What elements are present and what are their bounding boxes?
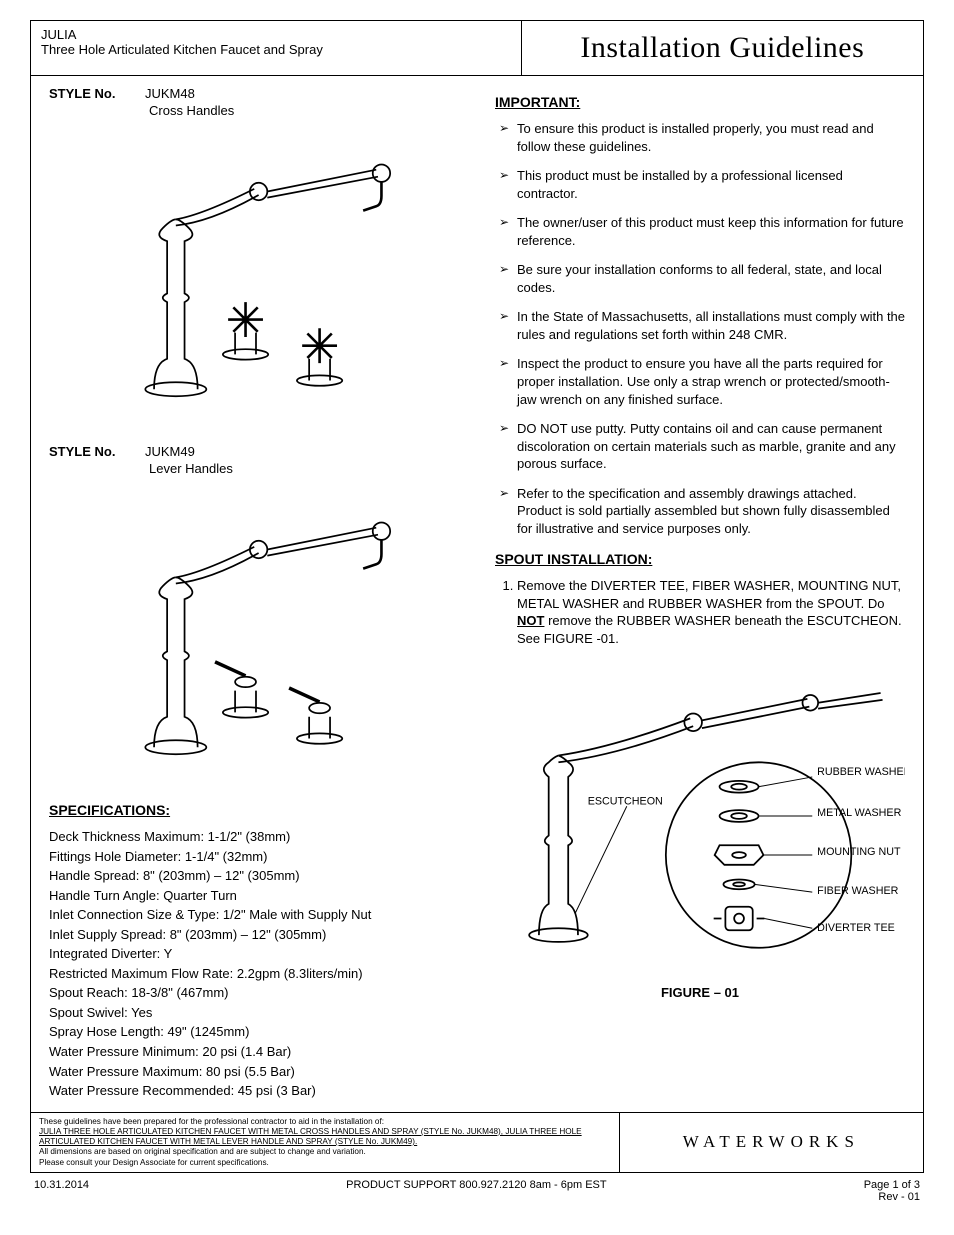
label-rubber-washer: RUBBER WASHER [817,766,905,778]
revision: Rev - 01 [864,1191,920,1203]
label-metal-washer: METAL WASHER [817,807,901,819]
document-frame: JULIA Three Hole Articulated Kitchen Fau… [30,20,924,1173]
style-label: STYLE No. [49,86,129,101]
spec-item: Handle Spread: 8" (203mm) – 12" (305mm) [49,867,459,885]
step-text: remove the RUBBER WASHER beneath the ESC… [517,613,902,646]
figure-01: ESCUTCHEON RUBBER WASHER METAL WASHER MO… [495,656,905,1000]
spec-item: Water Pressure Minimum: 20 psi (1.4 Bar) [49,1043,459,1061]
style-code: JUKM49 [145,444,195,459]
specifications-list: Deck Thickness Maximum: 1-1/2" (38mm) Fi… [49,828,459,1100]
support-info: PRODUCT SUPPORT 800.927.2120 8am - 6pm E… [346,1179,606,1203]
style-desc: Lever Handles [149,461,459,476]
important-item: To ensure this product is installed prop… [495,120,905,155]
body: STYLE No. JUKM48 Cross Handles [31,76,923,1112]
important-title: IMPORTANT: [495,94,905,110]
spec-item: Deck Thickness Maximum: 1-1/2" (38mm) [49,828,459,846]
spec-item: Inlet Supply Spread: 8" (203mm) – 12" (3… [49,926,459,944]
style-row: STYLE No. JUKM48 [49,86,459,101]
label-fiber-washer: FIBER WASHER [817,885,898,897]
important-item: This product must be installed by a prof… [495,167,905,202]
spec-item: Spout Reach: 18-3/8" (467mm) [49,984,459,1002]
spec-item: Restricted Maximum Flow Rate: 2.2gpm (8.… [49,965,459,983]
brand-logo: WATERWORKS [620,1113,923,1172]
style-row: STYLE No. JUKM49 [49,444,459,459]
spec-item: Water Pressure Recommended: 45 psi (3 Ba… [49,1082,459,1100]
label-mounting-nut: MOUNTING NUT [817,846,901,858]
doc-date: 10.31.2014 [34,1179,89,1203]
header: JULIA Three Hole Articulated Kitchen Fau… [31,21,923,76]
important-item: DO NOT use putty. Putty contains oil and… [495,420,905,473]
product-desc: Three Hole Articulated Kitchen Faucet an… [41,42,511,57]
step-bold: NOT [517,613,544,628]
important-list: To ensure this product is installed prop… [495,120,905,537]
important-item: Be sure your installation conforms to al… [495,261,905,296]
spout-step: Remove the DIVERTER TEE, FIBER WASHER, M… [517,577,905,647]
page-info: Page 1 of 3 Rev - 01 [864,1179,920,1203]
doc-title: Installation Guidelines [522,21,923,75]
faucet-lever-illustration [80,484,429,784]
page-number: Page 1 of 3 [864,1179,920,1191]
bottom-bar: 10.31.2014 PRODUCT SUPPORT 800.927.2120 … [30,1179,924,1203]
left-column: STYLE No. JUKM48 Cross Handles [31,76,477,1112]
spec-item: Spray Hose Length: 49" (1245mm) [49,1023,459,1041]
important-item: Refer to the specification and assembly … [495,485,905,538]
spec-item: Spout Swivel: Yes [49,1004,459,1022]
header-product: JULIA Three Hole Articulated Kitchen Fau… [31,21,522,75]
label-escutcheon: ESCUTCHEON [588,795,663,807]
right-column: IMPORTANT: To ensure this product is ins… [477,76,923,1112]
product-diagram-1 [49,126,459,426]
spout-steps: Remove the DIVERTER TEE, FIBER WASHER, M… [495,577,905,647]
footer-note: Please consult your Design Associate for… [39,1158,611,1168]
spec-item: Integrated Diverter: Y [49,945,459,963]
spec-item: Inlet Connection Size & Type: 1/2" Male … [49,906,459,924]
important-item: In the State of Massachusetts, all insta… [495,308,905,343]
style-label: STYLE No. [49,444,129,459]
style-code: JUKM48 [145,86,195,101]
figure-caption: FIGURE – 01 [495,985,905,1000]
product-diagram-2 [49,484,459,784]
spout-install-title: SPOUT INSTALLATION: [495,551,905,567]
spec-item: Water Pressure Maximum: 80 psi (5.5 Bar) [49,1063,459,1081]
important-item: The owner/user of this product must keep… [495,214,905,249]
footer-notes: These guidelines have been prepared for … [31,1113,620,1172]
label-diverter-tee: DIVERTER TEE [817,922,895,934]
style-desc: Cross Handles [149,103,459,118]
important-item: Inspect the product to ensure you have a… [495,355,905,408]
footer: These guidelines have been prepared for … [31,1112,923,1172]
spec-item: Handle Turn Angle: Quarter Turn [49,887,459,905]
spec-item: Fittings Hole Diameter: 1-1/4" (32mm) [49,848,459,866]
footer-intro: These guidelines have been prepared for … [39,1117,611,1127]
footer-note: All dimensions are based on original spe… [39,1147,611,1157]
footer-products: JULIA THREE HOLE ARTICULATED KITCHEN FAU… [39,1127,611,1148]
faucet-cross-illustration [80,126,429,426]
figure-01-illustration: ESCUTCHEON RUBBER WASHER METAL WASHER MO… [495,656,905,976]
step-text: Remove the DIVERTER TEE, FIBER WASHER, M… [517,578,901,611]
specifications-title: SPECIFICATIONS: [49,802,459,818]
product-name: JULIA [41,27,511,42]
